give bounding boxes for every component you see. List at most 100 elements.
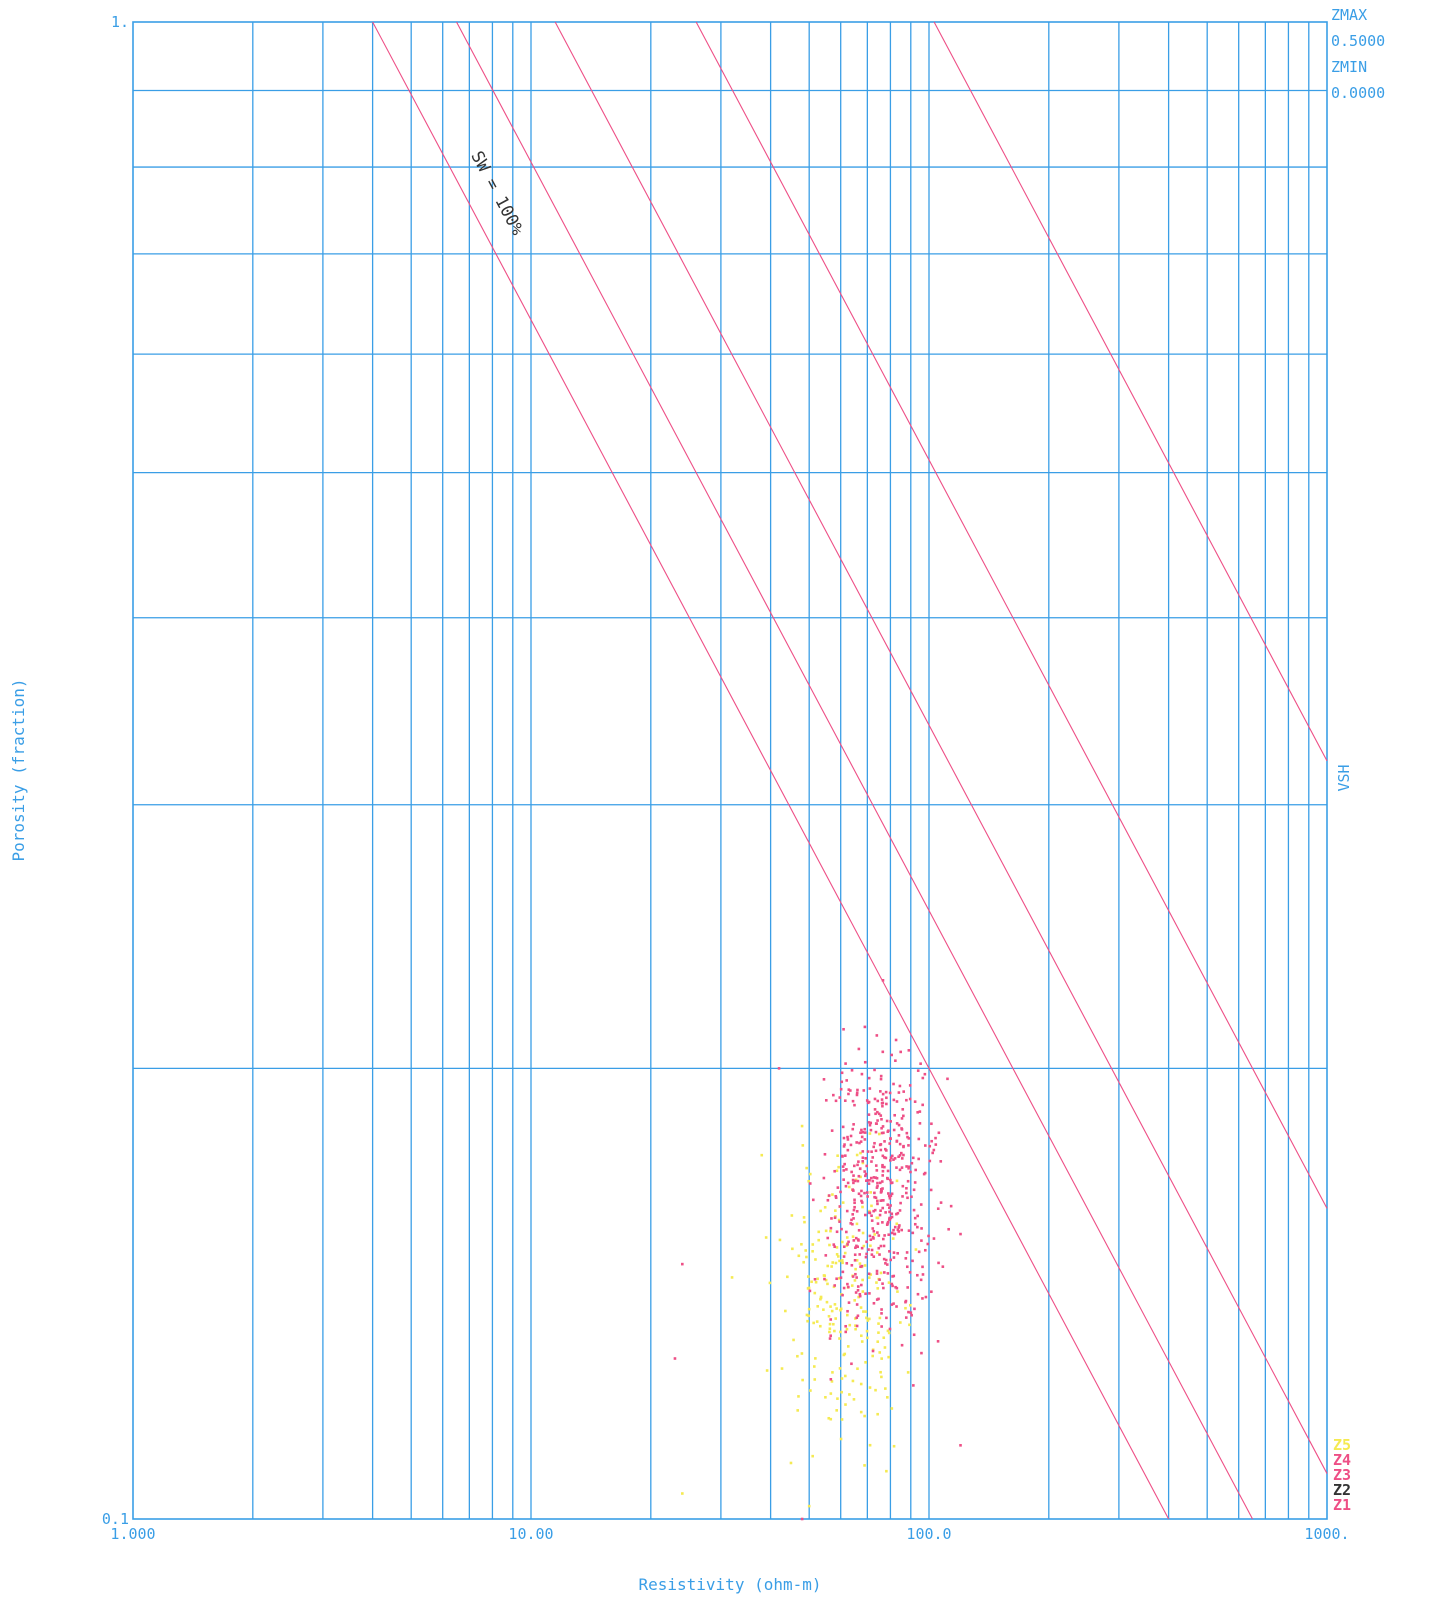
scatter-point xyxy=(906,1196,909,1200)
scatter-point xyxy=(916,1225,919,1229)
scatter-point xyxy=(835,1253,839,1256)
scatter-point xyxy=(879,1244,883,1248)
scatter-point xyxy=(890,1212,894,1216)
scatter-point xyxy=(871,1235,875,1239)
scatter-point xyxy=(829,1392,833,1395)
scatter-point xyxy=(838,1337,841,1340)
scatter-point xyxy=(864,1292,867,1296)
scatter-point xyxy=(832,1243,836,1246)
scatter-point xyxy=(912,1333,916,1337)
scatter-point xyxy=(913,1181,917,1184)
scatter-point xyxy=(886,1220,890,1224)
scatter-point xyxy=(809,1389,812,1392)
scatter-point xyxy=(807,1314,811,1318)
water-saturation-lines xyxy=(372,21,1328,1520)
scatter-point xyxy=(879,1114,883,1117)
scatter-point xyxy=(905,1191,908,1195)
scatter-point xyxy=(847,1088,851,1091)
sw-line-2 xyxy=(456,21,1254,1520)
scatter-point xyxy=(890,1282,894,1286)
scatter-point xyxy=(859,1151,862,1155)
scatter-point xyxy=(876,1099,880,1103)
scatter-point xyxy=(895,1122,899,1125)
scatter-point xyxy=(880,1102,884,1105)
scatter-point xyxy=(868,1087,872,1090)
scatter-point xyxy=(857,1295,860,1299)
scatter-point xyxy=(882,1244,886,1248)
scatter-point xyxy=(846,1135,849,1139)
scatter-point xyxy=(871,1156,875,1159)
scatter-point xyxy=(857,1192,861,1196)
scatter-point xyxy=(846,1345,850,1348)
scatter-point xyxy=(887,1233,891,1237)
scatter-point xyxy=(892,1302,895,1305)
scatter-point xyxy=(873,1141,876,1145)
scatter-point xyxy=(899,1201,902,1205)
scatter-point xyxy=(869,1128,873,1132)
scatter-point xyxy=(830,1265,833,1268)
scatter-point xyxy=(859,1194,863,1198)
scatter-point xyxy=(835,1246,839,1249)
scatter-point xyxy=(843,1162,846,1166)
scatter-point xyxy=(803,1220,806,1224)
scatter-point xyxy=(872,1229,876,1233)
scatter-point xyxy=(811,1198,815,1202)
scatter-point xyxy=(812,1321,815,1325)
scatter-point xyxy=(836,1154,839,1157)
scatter-point xyxy=(866,1179,869,1182)
scatter-point xyxy=(882,1336,886,1340)
scatter-point xyxy=(805,1313,809,1317)
zmin-value: 0.0000 xyxy=(1331,84,1385,102)
scatter-point xyxy=(875,1186,879,1189)
scatter-point xyxy=(920,1239,923,1242)
scatter-point xyxy=(891,1237,895,1240)
scatter-point xyxy=(834,1194,838,1198)
scatter-point xyxy=(850,1170,853,1174)
scatter-point xyxy=(879,1077,883,1081)
scatter-point xyxy=(864,1361,867,1364)
scatter-point xyxy=(901,1108,905,1111)
scatter-point xyxy=(914,1168,917,1172)
scatter-point xyxy=(805,1255,808,1259)
scatter-point xyxy=(829,1229,832,1233)
scatter-point xyxy=(834,1209,837,1212)
scatter-point xyxy=(907,1167,910,1170)
scatter-point xyxy=(846,1282,849,1286)
scatter-point-outlier xyxy=(807,1504,811,1508)
scatter-point xyxy=(863,1127,867,1131)
scatter-point xyxy=(840,1377,844,1380)
scatter-point xyxy=(873,1233,876,1236)
scatter-point xyxy=(936,1207,940,1210)
scatter-point xyxy=(890,1192,894,1196)
scatter-point xyxy=(907,1310,910,1314)
scatter-point xyxy=(842,1145,846,1148)
scatter-point xyxy=(841,1270,845,1274)
scatter-point xyxy=(838,1367,842,1370)
scatter-point xyxy=(900,1166,904,1169)
scatter-point xyxy=(888,1206,891,1210)
scatter-point xyxy=(844,1062,847,1065)
scatter-point xyxy=(878,1181,882,1185)
scatter-point xyxy=(840,1390,843,1394)
scatter-point xyxy=(841,1125,845,1129)
scatter-point xyxy=(856,1289,860,1292)
scatter-point xyxy=(912,1188,916,1192)
scatter-point xyxy=(838,1276,841,1280)
scatter-point xyxy=(898,1154,902,1157)
scatter-point xyxy=(859,1131,862,1135)
scatter-point xyxy=(854,1272,857,1276)
scatter-point xyxy=(913,1216,917,1220)
scatter-point xyxy=(870,1219,874,1222)
scatter-point xyxy=(851,1275,855,1278)
scatter-point xyxy=(917,1250,921,1254)
scatter-point xyxy=(895,1222,899,1226)
scatter-point xyxy=(854,1267,857,1271)
scatter-point xyxy=(895,1166,898,1169)
scatter-point xyxy=(812,1365,816,1368)
scatter-point xyxy=(875,1216,879,1220)
scatter-point xyxy=(852,1181,855,1185)
scatter-point xyxy=(835,1307,838,1310)
scatter-point xyxy=(885,1102,888,1106)
scatter-point xyxy=(888,1210,891,1214)
scatter-point xyxy=(856,1163,859,1167)
